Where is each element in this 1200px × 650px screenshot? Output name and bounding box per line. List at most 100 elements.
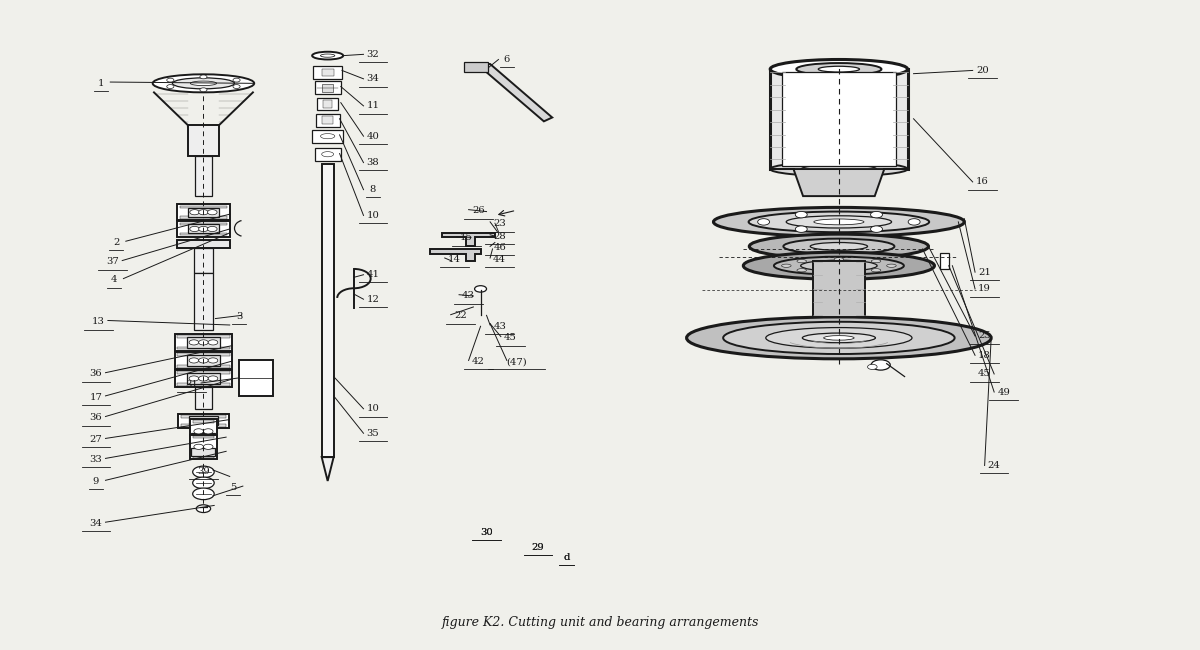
Text: 28: 28 [493, 231, 506, 240]
Text: 22: 22 [454, 311, 467, 320]
Text: 26: 26 [472, 207, 485, 215]
Bar [193, 436, 214, 438]
Text: 18: 18 [978, 351, 991, 360]
Bar [188, 208, 218, 216]
Bar [178, 365, 229, 367]
Circle shape [199, 376, 209, 381]
Text: 30: 30 [480, 528, 493, 537]
Ellipse shape [800, 260, 877, 271]
Circle shape [868, 364, 877, 369]
Polygon shape [188, 125, 218, 156]
Circle shape [796, 211, 808, 218]
Ellipse shape [834, 257, 844, 261]
Ellipse shape [810, 242, 868, 250]
Circle shape [871, 360, 890, 370]
Text: 3: 3 [236, 312, 242, 321]
Circle shape [190, 210, 199, 215]
Text: 45: 45 [504, 333, 517, 343]
Circle shape [209, 358, 217, 363]
Bar [188, 224, 218, 233]
Bar [187, 337, 220, 348]
Text: 27: 27 [90, 436, 102, 444]
Text: 33: 33 [90, 455, 102, 464]
Polygon shape [770, 169, 907, 196]
Ellipse shape [786, 216, 892, 228]
Circle shape [167, 84, 174, 88]
Circle shape [190, 358, 199, 363]
Bar [313, 66, 342, 79]
Text: 34: 34 [90, 519, 102, 528]
Ellipse shape [887, 264, 896, 267]
Circle shape [200, 75, 208, 79]
Text: 10: 10 [367, 404, 379, 413]
Ellipse shape [797, 259, 806, 263]
Ellipse shape [743, 252, 935, 280]
Circle shape [199, 419, 209, 424]
Ellipse shape [802, 165, 877, 174]
Text: 14: 14 [448, 255, 461, 264]
Bar [812, 261, 865, 317]
Bar [178, 354, 229, 356]
Text: 11: 11 [366, 101, 379, 111]
Text: 16: 16 [976, 177, 989, 187]
Bar [175, 334, 232, 351]
Bar [193, 421, 214, 423]
Ellipse shape [686, 317, 991, 359]
Text: d: d [563, 552, 570, 562]
Bar [941, 253, 949, 269]
Bar [191, 419, 216, 443]
Circle shape [757, 218, 769, 225]
Ellipse shape [749, 234, 929, 259]
Bar [193, 455, 214, 458]
Ellipse shape [724, 322, 955, 354]
Ellipse shape [823, 335, 854, 340]
Ellipse shape [322, 151, 334, 157]
Bar [178, 371, 229, 374]
Bar [314, 148, 341, 161]
Text: 10: 10 [367, 211, 379, 220]
Text: 25: 25 [978, 332, 991, 341]
Bar [178, 383, 229, 385]
Bar [181, 415, 226, 418]
Ellipse shape [803, 333, 876, 343]
Ellipse shape [871, 259, 881, 263]
Text: 2: 2 [113, 238, 120, 247]
Polygon shape [443, 233, 494, 246]
Ellipse shape [714, 207, 965, 237]
Text: 23: 23 [493, 219, 506, 228]
Text: 5: 5 [230, 483, 236, 492]
Circle shape [233, 78, 240, 82]
Text: 15: 15 [460, 233, 473, 242]
Text: 12: 12 [367, 294, 379, 304]
Circle shape [200, 88, 208, 92]
Text: 40: 40 [367, 132, 379, 140]
Circle shape [190, 376, 199, 381]
Text: 29: 29 [532, 543, 545, 552]
Ellipse shape [818, 66, 859, 72]
Ellipse shape [784, 239, 894, 254]
Text: 20: 20 [976, 66, 989, 75]
Text: 6: 6 [504, 55, 510, 64]
Bar [175, 352, 232, 369]
Circle shape [208, 210, 217, 215]
Circle shape [197, 505, 211, 513]
Bar [175, 370, 232, 387]
Ellipse shape [152, 74, 254, 92]
Bar [181, 424, 226, 427]
Bar [180, 216, 227, 218]
Text: 21: 21 [978, 268, 991, 277]
Circle shape [908, 218, 920, 225]
Text: d: d [563, 552, 570, 562]
Text: 29: 29 [532, 543, 545, 552]
Circle shape [199, 226, 209, 231]
Circle shape [209, 340, 217, 345]
Circle shape [206, 419, 216, 424]
Bar [782, 72, 895, 166]
Circle shape [209, 376, 217, 381]
Circle shape [204, 444, 214, 449]
Circle shape [870, 211, 882, 218]
Circle shape [167, 78, 174, 82]
Circle shape [199, 340, 209, 345]
Text: 4: 4 [110, 276, 118, 285]
Ellipse shape [312, 52, 343, 60]
